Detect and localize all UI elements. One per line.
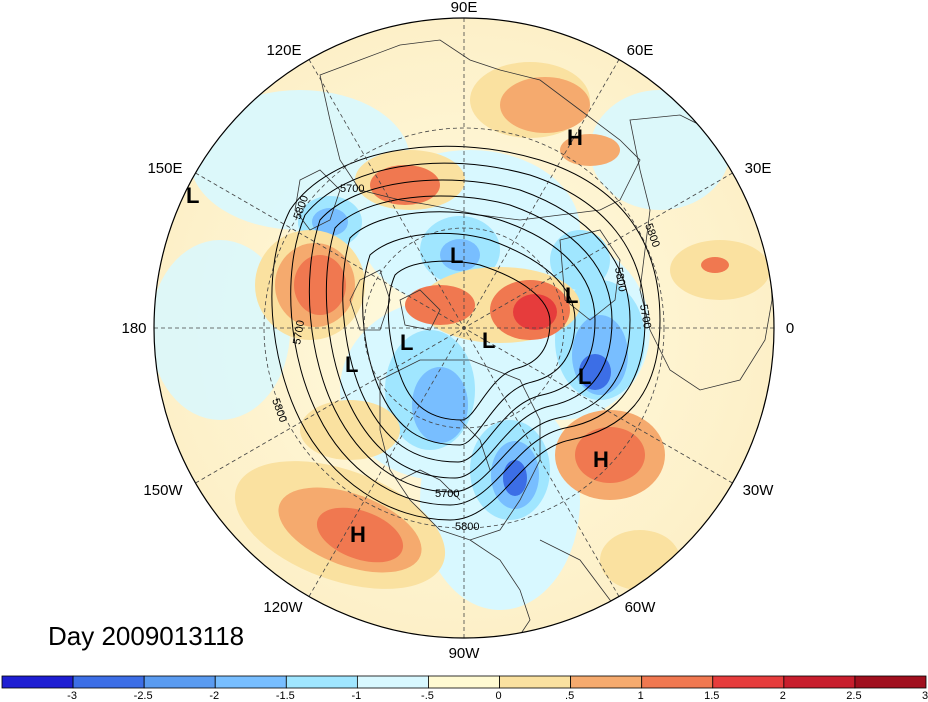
longitude-labels: 90E 60E 30E 0 30W 60W 90W 120W 150W 180 … — [121, 0, 794, 662]
colorbar-swatch — [570, 675, 643, 689]
lon-label-180: 180 — [121, 320, 146, 337]
lon-label-150e: 150E — [147, 160, 182, 177]
lon-label-120w: 120W — [263, 599, 303, 616]
pressure-centers: L H L L L L L L L H H — [186, 125, 609, 547]
pressure-center: L — [578, 364, 591, 389]
pressure-center: H — [593, 447, 609, 472]
colorbar-swatch — [428, 675, 500, 689]
pressure-center: L — [482, 328, 495, 353]
coastlines — [294, 39, 773, 636]
pressure-center: H — [350, 522, 366, 547]
colorbar-swatch — [214, 675, 287, 689]
contour-label: 5800 — [612, 266, 628, 292]
map-boundary — [153, 17, 775, 639]
colorbar-swatch — [143, 675, 216, 689]
colorbar-tick-label: -2.5 — [134, 690, 153, 702]
lon-label-150w: 150W — [143, 482, 183, 499]
plot-title: Day 2009013118 — [48, 621, 244, 651]
lon-label-120e: 120E — [266, 42, 301, 59]
lon-label-90w: 90W — [449, 645, 481, 662]
colorbar-tick-label: -1.5 — [276, 690, 295, 702]
colorbar-tick-label: -1 — [351, 690, 361, 702]
pressure-center: L — [565, 283, 578, 308]
colorbar: -3 -2.5 -2 -1.5 -1 -.5 0 .5 1 1.5 2 2.5 3 — [1, 675, 928, 702]
contour-label: 5700 — [340, 183, 364, 195]
height-contours — [271, 145, 661, 521]
colorbar-swatch — [356, 675, 429, 689]
lon-label-30w: 30W — [743, 482, 775, 499]
colorbar-tick-label: .5 — [565, 690, 574, 702]
colorbar-tick-label: 3 — [922, 690, 928, 702]
colorbar-tick-label: -.5 — [421, 690, 434, 702]
pressure-center: L — [450, 243, 463, 268]
map-grid — [154, 18, 774, 638]
contour-label: 5700 — [291, 319, 307, 345]
colorbar-swatch — [1, 675, 74, 689]
pressure-center: H — [567, 125, 583, 150]
lon-label-30e: 30E — [745, 160, 772, 177]
lon-label-90e: 90E — [451, 0, 478, 16]
colorbar-tick-label: 1 — [638, 690, 644, 702]
contour-labels: 5700 5800 5800 5800 5700 5700 5800 5700 … — [269, 183, 662, 533]
colorbar-swatch — [72, 675, 145, 689]
contour-label: 5800 — [455, 521, 479, 533]
colorbar-swatch — [783, 675, 856, 689]
lon-label-60e: 60E — [627, 42, 654, 59]
colorbar-swatch — [499, 675, 572, 689]
contour-label: 5700 — [435, 488, 459, 500]
colorbar-tick-label: 2.5 — [846, 690, 861, 702]
lon-label-0: 0 — [786, 320, 794, 337]
pressure-center: L — [400, 330, 413, 355]
pressure-center: L — [186, 183, 199, 208]
contour-label: 5700 — [637, 303, 653, 329]
colorbar-tick-label: -2 — [209, 690, 219, 702]
colorbar-swatch — [285, 675, 358, 689]
colorbar-swatch — [641, 675, 714, 689]
colorbar-tick-label: 2 — [780, 690, 786, 702]
pressure-center: L — [345, 352, 358, 377]
colorbar-tick-label: -3 — [67, 690, 77, 702]
colorbar-swatch — [712, 675, 785, 689]
colorbar-swatch — [854, 675, 927, 689]
colorbar-tick-label: 0 — [495, 690, 501, 702]
colorbar-tick-label: 1.5 — [704, 690, 719, 702]
lon-label-60w: 60W — [625, 599, 657, 616]
